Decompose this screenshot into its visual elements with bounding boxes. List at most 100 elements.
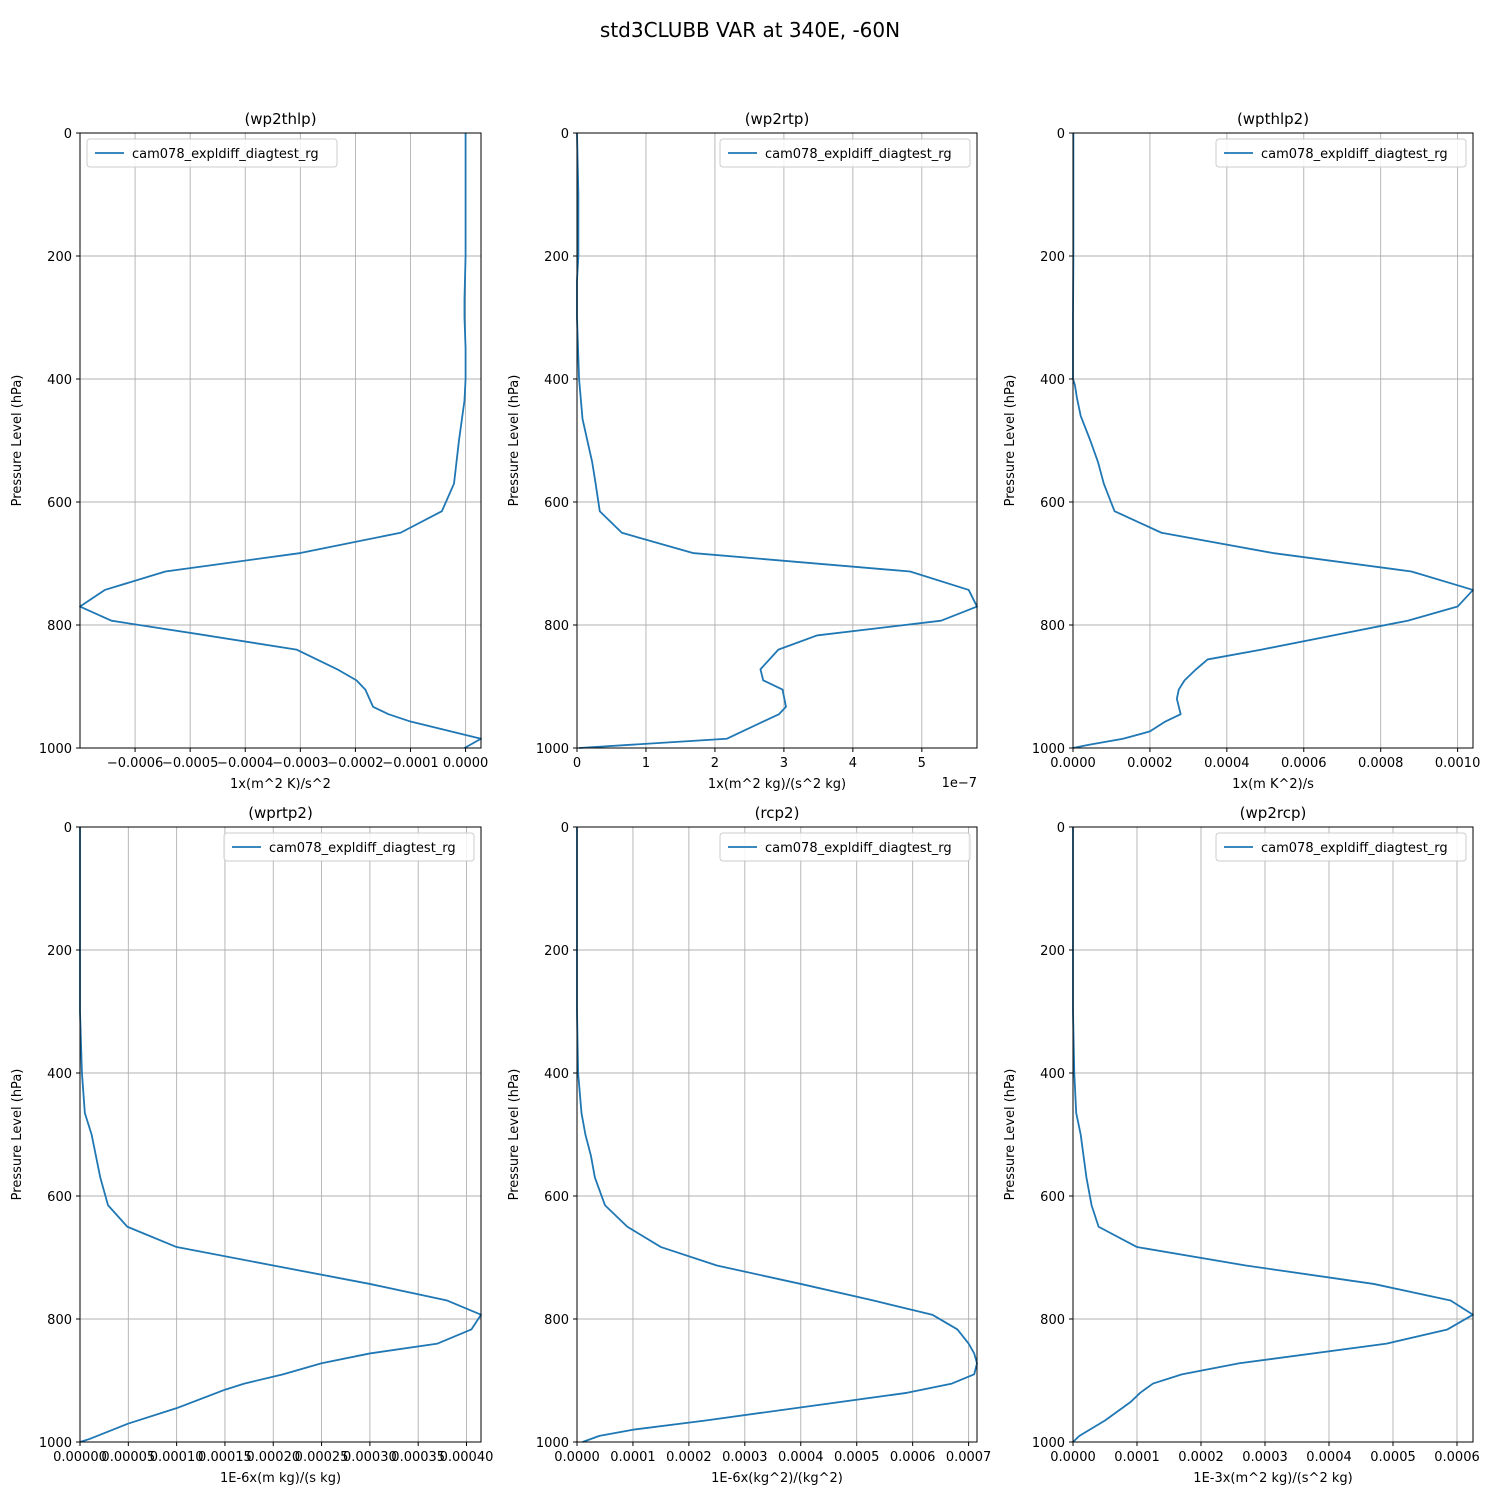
x-axis-label: 1E-6x(kg^2)/(kg^2) xyxy=(711,1471,843,1486)
x-tick-label: −0.0003 xyxy=(272,756,328,771)
legend-label: cam078_expldiff_diagtest_rg xyxy=(269,841,456,856)
y-tick-label: 400 xyxy=(1040,373,1065,388)
x-tick-label: 0.00005 xyxy=(101,1450,155,1465)
x-tick-label: 0.00035 xyxy=(391,1450,445,1465)
x-tick-label: −0.0005 xyxy=(162,756,218,771)
x-tick-label: 0.0001 xyxy=(1114,1450,1160,1465)
y-axis-label: Pressure Level (hPa) xyxy=(10,375,25,507)
axes-frame xyxy=(79,132,482,749)
y-tick-label: 400 xyxy=(1040,1067,1065,1082)
x-tick-label: 0.00030 xyxy=(343,1450,397,1465)
y-tick-label: 800 xyxy=(544,619,569,634)
plot-area xyxy=(577,827,977,1442)
series-line xyxy=(1072,827,1474,1443)
x-tick-label: 0.0002 xyxy=(666,1450,712,1465)
x-axis-label: 1x(m^2 kg)/(s^2 kg) xyxy=(708,777,846,792)
x-tick-label: 0.0005 xyxy=(834,1450,880,1465)
legend-box xyxy=(1215,832,1467,862)
subplot-6: 0.0000 0.0001 0.0002 0.0003 0.0004 0.0005 0.00… xyxy=(1003,804,1480,1486)
legend-label: cam078_expldiff_diagtest_rg xyxy=(765,841,952,856)
series-line xyxy=(576,132,978,749)
y-tick-label: 800 xyxy=(1040,1313,1065,1328)
x-tick-label: −0.0006 xyxy=(107,756,163,771)
x-tick-label: −0.0002 xyxy=(327,756,383,771)
y-tick-label: 800 xyxy=(47,1313,72,1328)
y-tick-label: 1000 xyxy=(536,1436,569,1451)
x-tick-label: −0.0004 xyxy=(217,756,273,771)
subplot-4: 0.000000.000050.000100.000150.000200.000… xyxy=(10,804,493,1486)
subplot-2: 0 1 2 3 4 5 0 200 400 600 800 1000 1x(m^2 kg)/(s^2 k… xyxy=(507,110,978,792)
y-tick-label: 600 xyxy=(47,1190,72,1205)
y-tick-label: 200 xyxy=(47,250,72,265)
x-tick-label: 0.0000 xyxy=(1050,756,1096,771)
x-tick-label: 0.00040 xyxy=(440,1450,494,1465)
axes-frame xyxy=(1072,826,1474,1443)
y-tick-label: 0 xyxy=(1057,127,1065,142)
x-tick-label: 3 xyxy=(780,756,788,771)
x-tick-label: 0.00015 xyxy=(198,1450,252,1465)
x-tick-label: 0.0003 xyxy=(1242,1450,1288,1465)
x-axis-label: 1x(m K^2)/s xyxy=(1232,777,1314,792)
y-tick-label: 200 xyxy=(47,944,72,959)
subplot-title: (wp2thlp) xyxy=(244,110,316,128)
y-tick-label: 200 xyxy=(1040,944,1065,959)
x-tick-label: 0.0000 xyxy=(554,1450,600,1465)
subplot-grid: −0.0006−0.0005−0.0004−0.0003−0.0002−0.00… xyxy=(10,110,1480,1486)
x-tick-label: 0.00000 xyxy=(53,1450,107,1465)
y-tick-label: 600 xyxy=(544,496,569,511)
x-tick-label: 0.00020 xyxy=(246,1450,300,1465)
plot-area xyxy=(577,133,977,748)
x-tick-label: 0.0002 xyxy=(1127,756,1173,771)
y-tick-label: 1000 xyxy=(39,1436,72,1451)
y-tick-label: 0 xyxy=(64,821,72,836)
x-tick-label: 5 xyxy=(918,756,926,771)
subplot-3: 0.0000 0.0002 0.0004 0.0006 0.0008 0.0010 0 200… xyxy=(1003,110,1480,792)
figure-suptitle: std3CLUBB VAR at 340E, -60N xyxy=(600,18,900,42)
x-tick-label: 0.0004 xyxy=(1306,1450,1352,1465)
y-tick-label: 800 xyxy=(544,1313,569,1328)
y-tick-label: 0 xyxy=(64,127,72,142)
subplot-title: (wp2rtp) xyxy=(745,110,810,128)
series-line xyxy=(1072,133,1474,749)
legend-box xyxy=(86,138,338,168)
x-tick-label: 0.0005 xyxy=(1370,1450,1416,1465)
x-tick-label: 0.0004 xyxy=(778,1450,824,1465)
x-tick-label: 0.00025 xyxy=(295,1450,349,1465)
x-tick-label: 0.0006 xyxy=(1281,756,1327,771)
legend-box xyxy=(719,832,971,862)
x-tick-label: 0.00010 xyxy=(150,1450,204,1465)
x-tick-label: 2 xyxy=(711,756,719,771)
x-tick-label: 0.0004 xyxy=(1204,756,1250,771)
y-tick-label: 1000 xyxy=(536,742,569,757)
y-tick-label: 0 xyxy=(561,821,569,836)
x-tick-label: 0.0007 xyxy=(946,1450,992,1465)
legend-label: cam078_expldiff_diagtest_rg xyxy=(1261,841,1448,856)
legend: cam078_expldiff_diagtest_rg xyxy=(719,138,971,168)
y-tick-label: 600 xyxy=(47,496,72,511)
y-tick-label: 600 xyxy=(1040,1190,1065,1205)
y-axis-label: Pressure Level (hPa) xyxy=(1003,375,1018,507)
y-tick-label: 600 xyxy=(544,1190,569,1205)
x-tick-label: 4 xyxy=(849,756,857,771)
subplot-1: −0.0006−0.0005−0.0004−0.0003−0.0002−0.00… xyxy=(10,110,488,792)
axes-frame xyxy=(79,826,482,1443)
legend: cam078_expldiff_diagtest_rg xyxy=(1215,138,1467,168)
plot-area xyxy=(80,133,481,748)
legend-label: cam078_expldiff_diagtest_rg xyxy=(132,147,319,162)
subplot-5: 0.0000 0.0001 0.0002 0.0003 0.0004 0.0005 0.00… xyxy=(507,804,991,1486)
series-line xyxy=(576,827,978,1443)
y-tick-label: 400 xyxy=(47,1067,72,1082)
x-tick-label: 0.0002 xyxy=(1178,1450,1224,1465)
axes-frame xyxy=(576,132,978,749)
x-tick-label: 0.0006 xyxy=(890,1450,936,1465)
legend: cam078_expldiff_diagtest_rg xyxy=(223,832,475,862)
legend: cam078_expldiff_diagtest_rg xyxy=(86,138,338,168)
legend-box xyxy=(719,138,971,168)
series-line xyxy=(79,133,482,749)
legend-label: cam078_expldiff_diagtest_rg xyxy=(765,147,952,162)
x-tick-label: 0.0000 xyxy=(443,756,489,771)
x-tick-label: 0.0003 xyxy=(722,1450,768,1465)
x-axis-label: 1x(m^2 K)/s^2 xyxy=(230,777,331,792)
x-tick-label: 0.0010 xyxy=(1435,756,1481,771)
